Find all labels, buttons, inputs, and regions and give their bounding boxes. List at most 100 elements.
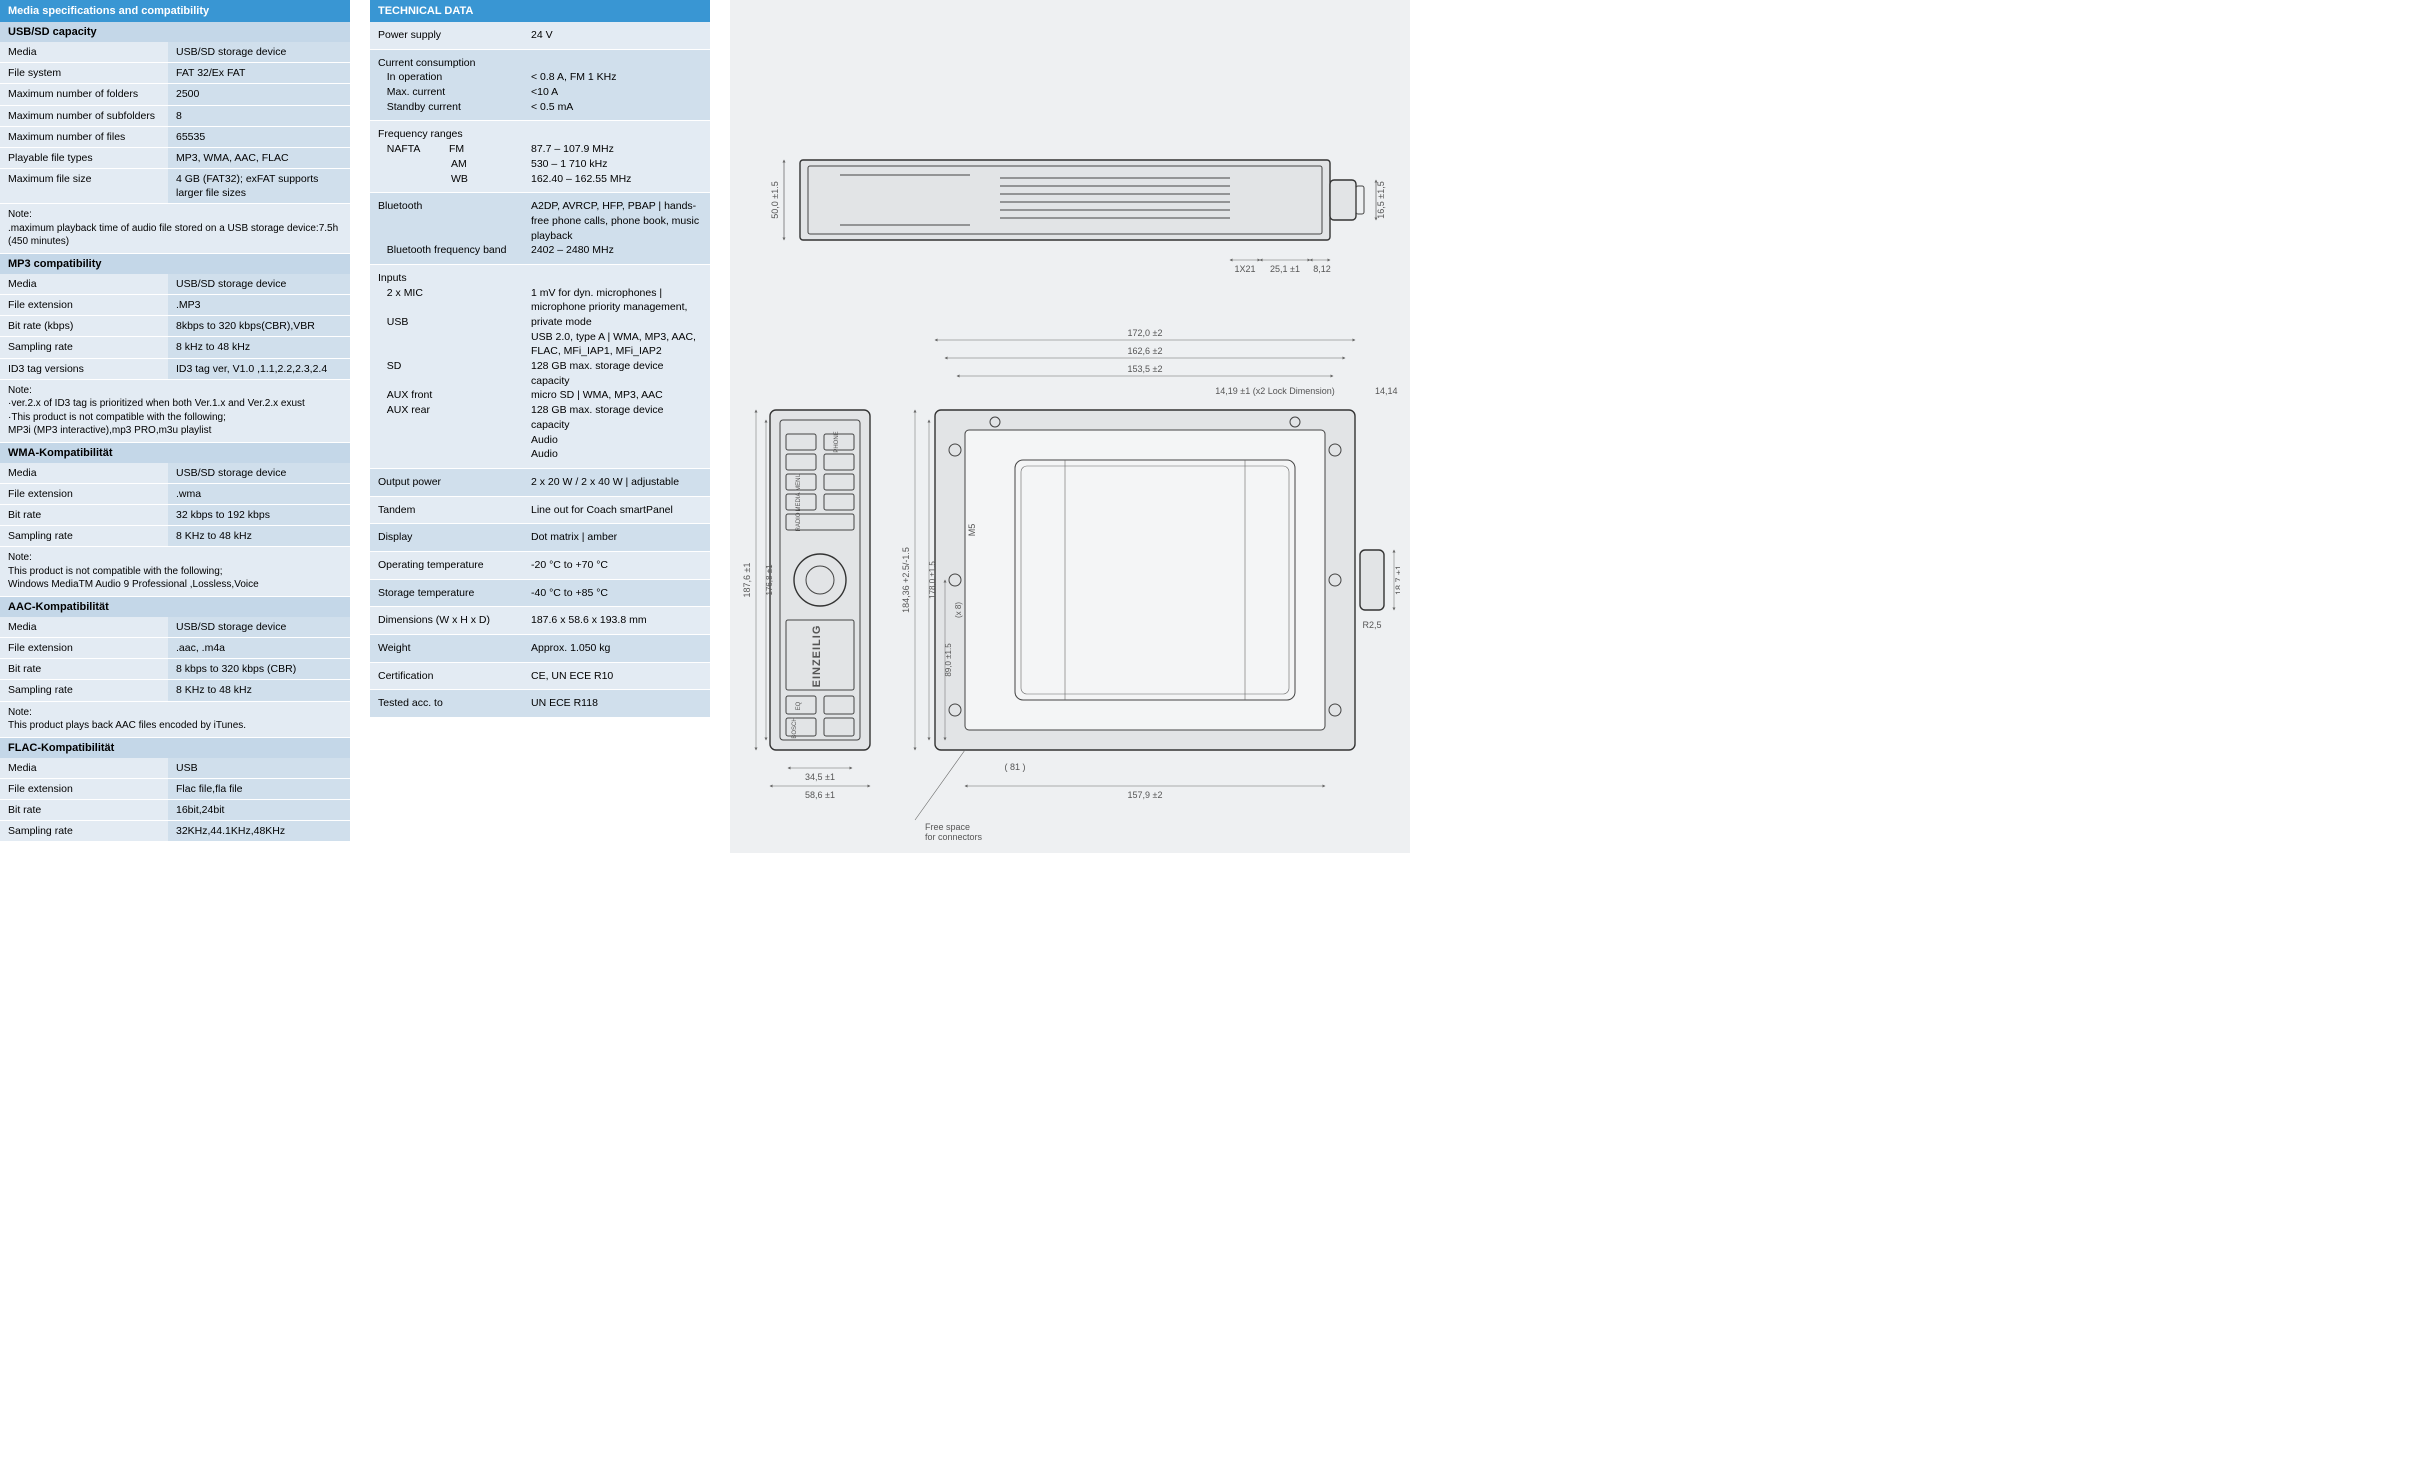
spec-label: Maximum number of subfolders <box>0 105 168 126</box>
svg-text:RADIO: RADIO <box>796 512 802 531</box>
spec-label: File system <box>0 63 168 84</box>
spec-value: MP3, WMA, AAC, FLAC <box>168 147 350 168</box>
spec-value: FAT 32/Ex FAT <box>168 63 350 84</box>
svg-text:PHONE: PHONE <box>834 431 840 452</box>
tech-label: Dimensions (W x H x D) <box>370 607 523 635</box>
tech-label: Power supply <box>370 22 523 49</box>
spec-value: USB/SD storage device <box>168 274 350 295</box>
spec-label: Bit rate <box>0 505 168 526</box>
svg-text:1X21: 1X21 <box>1234 264 1255 274</box>
tech-value: 2 x 20 W / 2 x 40 W | adjustable <box>523 468 710 496</box>
section-note: Note: This product plays back AAC files … <box>0 702 350 738</box>
spec-value: 8kbps to 320 kbps(CBR),VBR <box>168 316 350 337</box>
tech-label: Certification <box>370 662 523 690</box>
tech-label: Output power <box>370 468 523 496</box>
section-note: Note: ·ver.2.x of ID3 tag is prioritized… <box>0 380 350 443</box>
spec-table: MediaUSB/SD storage deviceFile extension… <box>0 617 350 702</box>
svg-text:MENU: MENU <box>796 473 802 491</box>
spec-label: Sampling rate <box>0 526 168 547</box>
tech-value: Line out for Coach smartPanel <box>523 496 710 524</box>
svg-text:50,0 ±1.5: 50,0 ±1.5 <box>770 181 780 218</box>
svg-text:184,36 +2.5/-1.5: 184,36 +2.5/-1.5 <box>901 547 911 613</box>
spec-value: USB/SD storage device <box>168 463 350 484</box>
spec-label: Media <box>0 42 168 63</box>
tech-value: < 0.8 A, FM 1 KHz <10 A < 0.5 mA <box>523 49 710 121</box>
section-header: USB/SD capacity <box>0 22 350 42</box>
spec-label: File extension <box>0 778 168 799</box>
tech-label: Weight <box>370 635 523 663</box>
spec-label: Playable file types <box>0 147 168 168</box>
drawing-svg: 50,0 ±1.5 16,5 ±1,5 1X21 25,1 ±1 8,12 17… <box>740 10 1400 840</box>
tech-value: -20 °C to +70 °C <box>523 551 710 579</box>
spec-label: Media <box>0 463 168 484</box>
technical-data-table: Power supply24 VCurrent consumption In o… <box>370 22 710 718</box>
spec-label: Media <box>0 758 168 779</box>
svg-text:8,12: 8,12 <box>1313 264 1331 274</box>
spec-label: Sampling rate <box>0 821 168 842</box>
svg-text:58,6 ±1: 58,6 ±1 <box>805 790 835 800</box>
spec-label: Media <box>0 274 168 295</box>
spec-value: 8 KHz to 48 kHz <box>168 680 350 701</box>
tech-value: 24 V <box>523 22 710 49</box>
spec-value: 65535 <box>168 126 350 147</box>
svg-text:16,5 ±1,5: 16,5 ±1,5 <box>1376 181 1386 218</box>
svg-text:R2,5: R2,5 <box>1362 620 1381 630</box>
svg-text:157,9 ±2: 157,9 ±2 <box>1128 790 1163 800</box>
spec-value: .aac, .m4a <box>168 638 350 659</box>
svg-text:178,0 ±1.5: 178,0 ±1.5 <box>928 561 937 599</box>
tech-label: Storage temperature <box>370 579 523 607</box>
spec-value: 32KHz,44.1KHz,48KHz <box>168 821 350 842</box>
spec-label: Sampling rate <box>0 337 168 358</box>
free-space-label: Free spacefor connectors <box>925 822 983 840</box>
tech-value: 187.6 x 58.6 x 193.8 mm <box>523 607 710 635</box>
tech-value: CE, UN ECE R10 <box>523 662 710 690</box>
spec-label: File extension <box>0 295 168 316</box>
tech-label: Inputs 2 x MIC USB SD AUX front AUX rear <box>370 264 523 468</box>
svg-text:172,0 ±2: 172,0 ±2 <box>1128 328 1163 338</box>
tech-label: Tandem <box>370 496 523 524</box>
spec-value: 16bit,24bit <box>168 799 350 820</box>
section-header: AAC-Kompatibilität <box>0 597 350 617</box>
section-header: FLAC-Kompatibilität <box>0 738 350 758</box>
spec-table: MediaUSB/SD storage deviceFile extension… <box>0 274 350 380</box>
spec-value: .wma <box>168 483 350 504</box>
svg-text:EQ: EQ <box>796 701 802 710</box>
tech-value: Approx. 1.050 kg <box>523 635 710 663</box>
svg-text:M5: M5 <box>967 524 977 537</box>
section-note: Note: This product is not compatible wit… <box>0 547 350 597</box>
svg-text:153,5 ±2: 153,5 ±2 <box>1128 364 1163 374</box>
svg-text:(x 8): (x 8) <box>954 602 963 618</box>
svg-text:( 81 ): ( 81 ) <box>1004 762 1025 772</box>
spec-value: USB/SD storage device <box>168 42 350 63</box>
svg-text:EINZEILIG: EINZEILIG <box>811 625 823 688</box>
spec-value: .MP3 <box>168 295 350 316</box>
spec-label: Sampling rate <box>0 680 168 701</box>
spec-label: Bit rate <box>0 659 168 680</box>
svg-text:MEDIA: MEDIA <box>796 492 802 511</box>
media-spec-title: Media specifications and compatibility <box>0 0 350 22</box>
spec-value: USB/SD storage device <box>168 617 350 638</box>
engineering-drawing-panel: 50,0 ±1.5 16,5 ±1,5 1X21 25,1 ±1 8,12 17… <box>730 0 1410 853</box>
tech-label: Frequency ranges NAFTA FM AM WB <box>370 121 523 193</box>
spec-value: 4 GB (FAT32); exFAT supports larger file… <box>168 169 350 204</box>
spec-label: Maximum number of folders <box>0 84 168 105</box>
tech-label: Bluetooth Bluetooth frequency band <box>370 193 523 265</box>
tech-value: Dot matrix | amber <box>523 524 710 552</box>
spec-table: MediaUSB/SD storage deviceFile system FA… <box>0 42 350 204</box>
tech-value: UN ECE R118 <box>523 690 710 718</box>
tech-label: Operating temperature <box>370 551 523 579</box>
spec-label: File extension <box>0 638 168 659</box>
svg-text:18,7 ±1: 18,7 ±1 <box>1394 565 1400 595</box>
tech-label: Tested acc. to <box>370 690 523 718</box>
section-header: MP3 compatibility <box>0 254 350 274</box>
svg-text:BOSCH: BOSCH <box>792 717 798 738</box>
svg-text:187,6 ±1: 187,6 ±1 <box>742 563 752 598</box>
tech-value: A2DP, AVRCP, HFP, PBAP | hands-free phon… <box>523 193 710 265</box>
spec-label: ID3 tag versions <box>0 358 168 379</box>
spec-value: 8 kHz to 48 kHz <box>168 337 350 358</box>
svg-text:162,6 ±2: 162,6 ±2 <box>1128 346 1163 356</box>
section-note: Note: .maximum playback time of audio fi… <box>0 204 350 254</box>
spec-value: 32 kbps to 192 kbps <box>168 505 350 526</box>
section-header: WMA-Kompatibilität <box>0 443 350 463</box>
spec-value: ID3 tag ver, V1.0 ,1.1,2.2,2.3,2.4 <box>168 358 350 379</box>
